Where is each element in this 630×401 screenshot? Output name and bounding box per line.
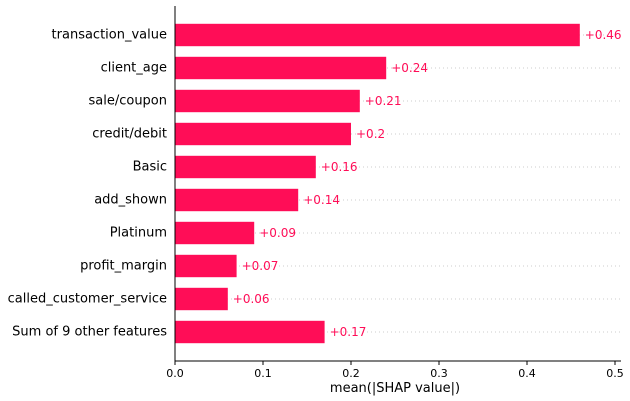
feature-label: add_shown	[94, 193, 167, 208]
x-tick-label: 0.5	[606, 367, 624, 380]
feature-label: Sum of 9 other features	[12, 325, 167, 340]
feature-label: called_customer_service	[8, 292, 167, 307]
value-labels: +0.46 +0.24 +0.21 +0.2 +0.16 +0.14 +0.09 +0.07 +…	[233, 28, 622, 339]
bar	[175, 56, 387, 80]
value-label: +0.07	[242, 259, 279, 273]
feature-label: profit_margin	[80, 259, 167, 274]
value-label: +0.21	[365, 94, 402, 108]
feature-label: client_age	[101, 61, 167, 76]
x-axis-title: mean(|SHAP value|)	[330, 381, 460, 396]
feature-label: transaction_value	[52, 28, 167, 43]
x-axis-ticks: 0.0 0.1 0.2 0.3 0.4 0.5	[166, 361, 624, 380]
value-label: +0.06	[233, 292, 270, 306]
feature-label: sale/coupon	[88, 94, 167, 109]
feature-labels: transaction_value client_age sale/coupon cr…	[8, 28, 168, 340]
feature-label: Platinum	[110, 226, 167, 241]
x-tick-label: 0.1	[254, 367, 272, 380]
x-tick-label: 0.2	[342, 367, 360, 380]
value-label: +0.09	[259, 226, 296, 240]
x-tick-label: 0.3	[430, 367, 448, 380]
value-label: +0.14	[303, 193, 340, 207]
bar	[175, 122, 351, 146]
x-tick-label: 0.0	[166, 367, 184, 380]
bar	[175, 254, 237, 278]
guide-lines	[175, 34, 620, 333]
bars	[175, 23, 580, 344]
bar	[175, 287, 228, 311]
bar	[175, 221, 255, 245]
value-label: +0.16	[321, 160, 358, 174]
value-label: +0.24	[391, 61, 428, 75]
feature-label: Basic	[133, 160, 167, 175]
axes	[174, 6, 621, 362]
bar	[175, 23, 580, 47]
value-label: +0.2	[356, 127, 385, 141]
feature-label: credit/debit	[92, 127, 167, 142]
value-label: +0.46	[585, 28, 622, 42]
bar	[175, 89, 360, 113]
bar	[175, 188, 299, 212]
x-tick-label: 0.4	[518, 367, 536, 380]
value-label: +0.17	[330, 325, 367, 339]
bar	[175, 320, 325, 344]
bar	[175, 155, 316, 179]
